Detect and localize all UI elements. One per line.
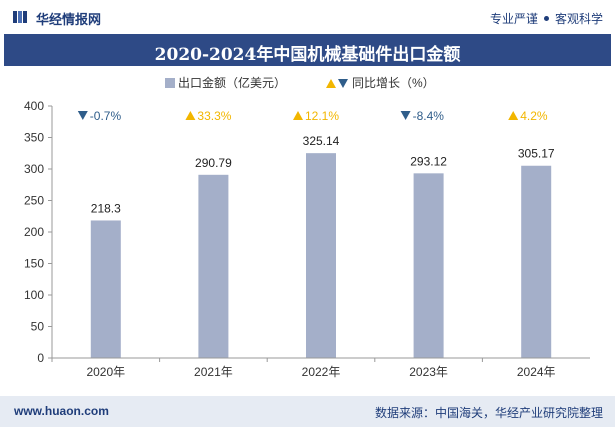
legend-bar-swatch — [165, 78, 175, 88]
y-tick-label: 300 — [24, 162, 44, 176]
bar — [521, 165, 552, 358]
growth-down-triangle-icon — [400, 111, 411, 120]
growth-labels: -0.7% 33.3% 12.1% -8.4% 4.2% — [77, 109, 548, 123]
website-link[interactable]: www.huaon.com — [14, 404, 109, 418]
growth-down-triangle-icon — [77, 111, 88, 120]
y-tick-label: 0 — [37, 351, 44, 365]
growth-up-triangle-icon — [508, 111, 519, 120]
bar — [198, 174, 229, 358]
bar-value-label: 305.17 — [518, 147, 555, 161]
growth-label: -8.4% — [413, 109, 445, 123]
x-tick-label: 2023年 — [409, 365, 448, 379]
y-axis: 0 50 100 150 200 250 300 350 400 — [24, 99, 53, 365]
bar-chart: 出口金额（亿美元） 同比增长（%） 0 50 100 150 200 250 300 350 4… — [24, 75, 590, 379]
growth-label: 33.3% — [197, 109, 231, 123]
brand-name: 华经情报网 — [36, 12, 102, 27]
y-tick-label: 50 — [31, 320, 45, 334]
slogan-left: 专业严谨 — [489, 12, 538, 26]
data-source: 数据来源：中国海关，华经产业研究院整理 — [374, 406, 603, 420]
growth-label: -0.7% — [90, 109, 122, 123]
bar — [306, 153, 336, 358]
legend-down-triangle-icon — [338, 79, 348, 88]
bar — [90, 220, 121, 358]
legend-up-triangle-icon — [326, 79, 336, 88]
chart-title: 2020-2024年中国机械基础件出口金额 — [154, 45, 461, 65]
y-tick-label: 250 — [24, 194, 44, 208]
x-tick-label: 2021年 — [194, 365, 233, 379]
legend-bar-label: 出口金额（亿美元） — [178, 75, 286, 90]
legend-growth-label: 同比增长（%） — [352, 76, 435, 90]
slogan-right: 客观科学 — [554, 12, 603, 26]
footer: www.huaon.com 数据来源：中国海关，华经产业研究院整理 — [0, 396, 615, 427]
slogan-dot-icon — [543, 16, 549, 22]
growth-label: 4.2% — [520, 109, 548, 123]
bar-value-label: 293.12 — [410, 154, 447, 168]
x-tick-label: 2020年 — [86, 365, 125, 379]
y-tick-label: 400 — [24, 99, 44, 113]
huajing-logo-icon — [13, 11, 27, 23]
bar-value-label: 290.79 — [195, 156, 232, 170]
y-tick-label: 100 — [24, 288, 44, 302]
x-axis: 2020年 2021年 2022年 2023年 2024年 — [51, 357, 590, 379]
y-tick-label: 350 — [24, 131, 44, 145]
title-bar: 2020-2024年中国机械基础件出口金额 — [4, 34, 611, 66]
bars: 218.3 290.79 325.14 293.12 305.17 — [91, 134, 555, 358]
top-bar: 华经情报网 专业严谨 客观科学 — [0, 0, 615, 34]
bar — [413, 173, 444, 358]
y-tick-label: 200 — [24, 225, 44, 239]
slogan: 专业严谨 客观科学 — [490, 10, 603, 27]
y-tick-label: 150 — [24, 257, 44, 271]
bar-value-label: 325.14 — [303, 134, 340, 148]
growth-label: 12.1% — [305, 109, 339, 123]
x-tick-label: 2022年 — [302, 365, 341, 379]
growth-up-triangle-icon — [293, 111, 303, 120]
legend: 出口金额（亿美元） 同比增长（%） — [165, 75, 435, 90]
bar-value-label: 218.3 — [91, 201, 121, 215]
x-tick-label: 2024年 — [517, 365, 556, 379]
growth-up-triangle-icon — [185, 111, 196, 120]
